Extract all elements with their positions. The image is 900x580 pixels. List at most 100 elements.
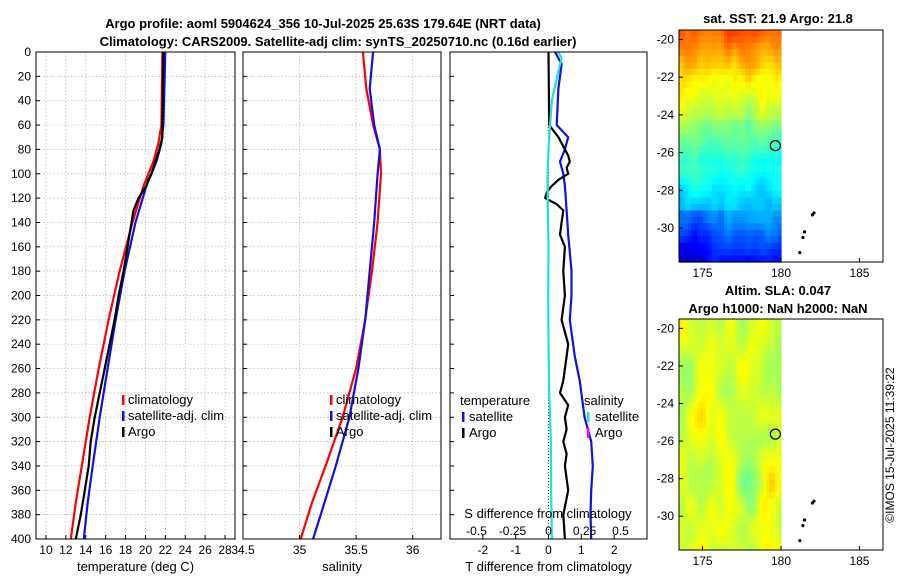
- map-cell: [703, 440, 707, 448]
- map-cell: [709, 216, 713, 224]
- map-cell: [751, 100, 755, 108]
- map-cell: [724, 511, 728, 519]
- x-tick-label: 10: [39, 543, 53, 557]
- map-cell: [700, 530, 704, 538]
- map-cell: [745, 428, 749, 436]
- x-tick-label: -1: [510, 543, 521, 557]
- map-cell: [718, 344, 722, 352]
- map-cell: [703, 100, 707, 108]
- map-cell: [775, 351, 779, 359]
- map-cell: [751, 453, 755, 461]
- map-cell: [766, 447, 770, 455]
- map-cell: [757, 408, 761, 416]
- map-cell: [679, 88, 683, 95]
- map-cell: [769, 543, 773, 551]
- map-cell: [778, 197, 782, 205]
- map-cell: [688, 165, 692, 173]
- map-cell: [724, 49, 728, 57]
- map-x-tick-label: 180: [771, 266, 791, 280]
- map-cell: [697, 204, 701, 211]
- map-cell: [697, 88, 701, 95]
- map-cell: [679, 376, 683, 384]
- map-cell: [685, 363, 689, 371]
- map-cell: [712, 42, 716, 50]
- map-cell: [769, 389, 773, 397]
- map-cell: [724, 30, 728, 37]
- map-cell: [697, 408, 701, 416]
- map-cell: [682, 68, 686, 76]
- map-cell: [691, 485, 695, 493]
- map-cell: [727, 178, 731, 186]
- map-cell: [736, 75, 740, 83]
- map-cell: [694, 255, 698, 263]
- map-cell: [688, 120, 692, 128]
- x-tick-label: 26: [198, 543, 212, 557]
- map-cell: [685, 126, 689, 134]
- map-cell: [679, 524, 683, 532]
- map-cell: [709, 421, 713, 429]
- map-cell: [688, 68, 692, 76]
- map-cell: [727, 210, 731, 218]
- map-cell: [682, 75, 686, 83]
- map-cell: [697, 216, 701, 224]
- map-cell: [769, 530, 773, 538]
- map-cell: [760, 530, 764, 538]
- map-cell: [730, 107, 734, 115]
- map-cell: [745, 351, 749, 359]
- map-cell: [751, 88, 755, 95]
- map-cell: [724, 81, 728, 89]
- map-cell: [715, 530, 719, 538]
- map-cell: [736, 249, 740, 257]
- map-cell: [754, 421, 758, 429]
- map-cell: [712, 100, 716, 108]
- map-cell: [748, 62, 752, 70]
- map-cell: [769, 325, 773, 333]
- map-cell: [697, 421, 701, 429]
- map-cell: [712, 389, 716, 397]
- map-cell: [772, 49, 776, 57]
- map-cell: [736, 152, 740, 160]
- map-cell: [724, 68, 728, 76]
- map-cell: [700, 184, 704, 192]
- map-cell: [724, 107, 728, 115]
- map-cell: [754, 191, 758, 199]
- map-cell: [745, 325, 749, 333]
- map-cell: [751, 319, 755, 326]
- map-cell: [715, 255, 719, 263]
- map-cell: [733, 498, 737, 506]
- map-cell: [778, 158, 782, 166]
- map-cell: [769, 88, 773, 95]
- map-cell: [751, 396, 755, 403]
- map-cell: [712, 325, 716, 333]
- map-cell: [724, 331, 728, 339]
- map-cell: [703, 505, 707, 513]
- map-cell: [724, 517, 728, 525]
- map-cell: [772, 236, 776, 244]
- map-cell: [685, 351, 689, 359]
- map-cell: [736, 363, 740, 371]
- map-cell: [706, 537, 710, 545]
- map-cell: [751, 126, 755, 134]
- map-cell: [730, 344, 734, 352]
- map-cell: [709, 100, 713, 108]
- map-cell: [769, 485, 773, 493]
- map-cell: [754, 473, 758, 480]
- map-cell: [736, 498, 740, 506]
- map-cell: [697, 100, 701, 108]
- map-cell: [724, 223, 728, 231]
- map-cell: [685, 62, 689, 70]
- map-cell: [700, 42, 704, 50]
- map-cell: [730, 62, 734, 70]
- map-cell: [721, 126, 725, 134]
- map-cell: [754, 133, 758, 141]
- map-cell: [712, 139, 716, 147]
- map-cell: [748, 55, 752, 63]
- map-cell: [751, 389, 755, 397]
- map-cell: [700, 537, 704, 545]
- map-cell: [769, 126, 773, 134]
- map-cell: [775, 107, 779, 115]
- map-cell: [760, 126, 764, 134]
- map-cell: [733, 36, 737, 44]
- map-cell: [751, 68, 755, 76]
- map-cell: [703, 120, 707, 128]
